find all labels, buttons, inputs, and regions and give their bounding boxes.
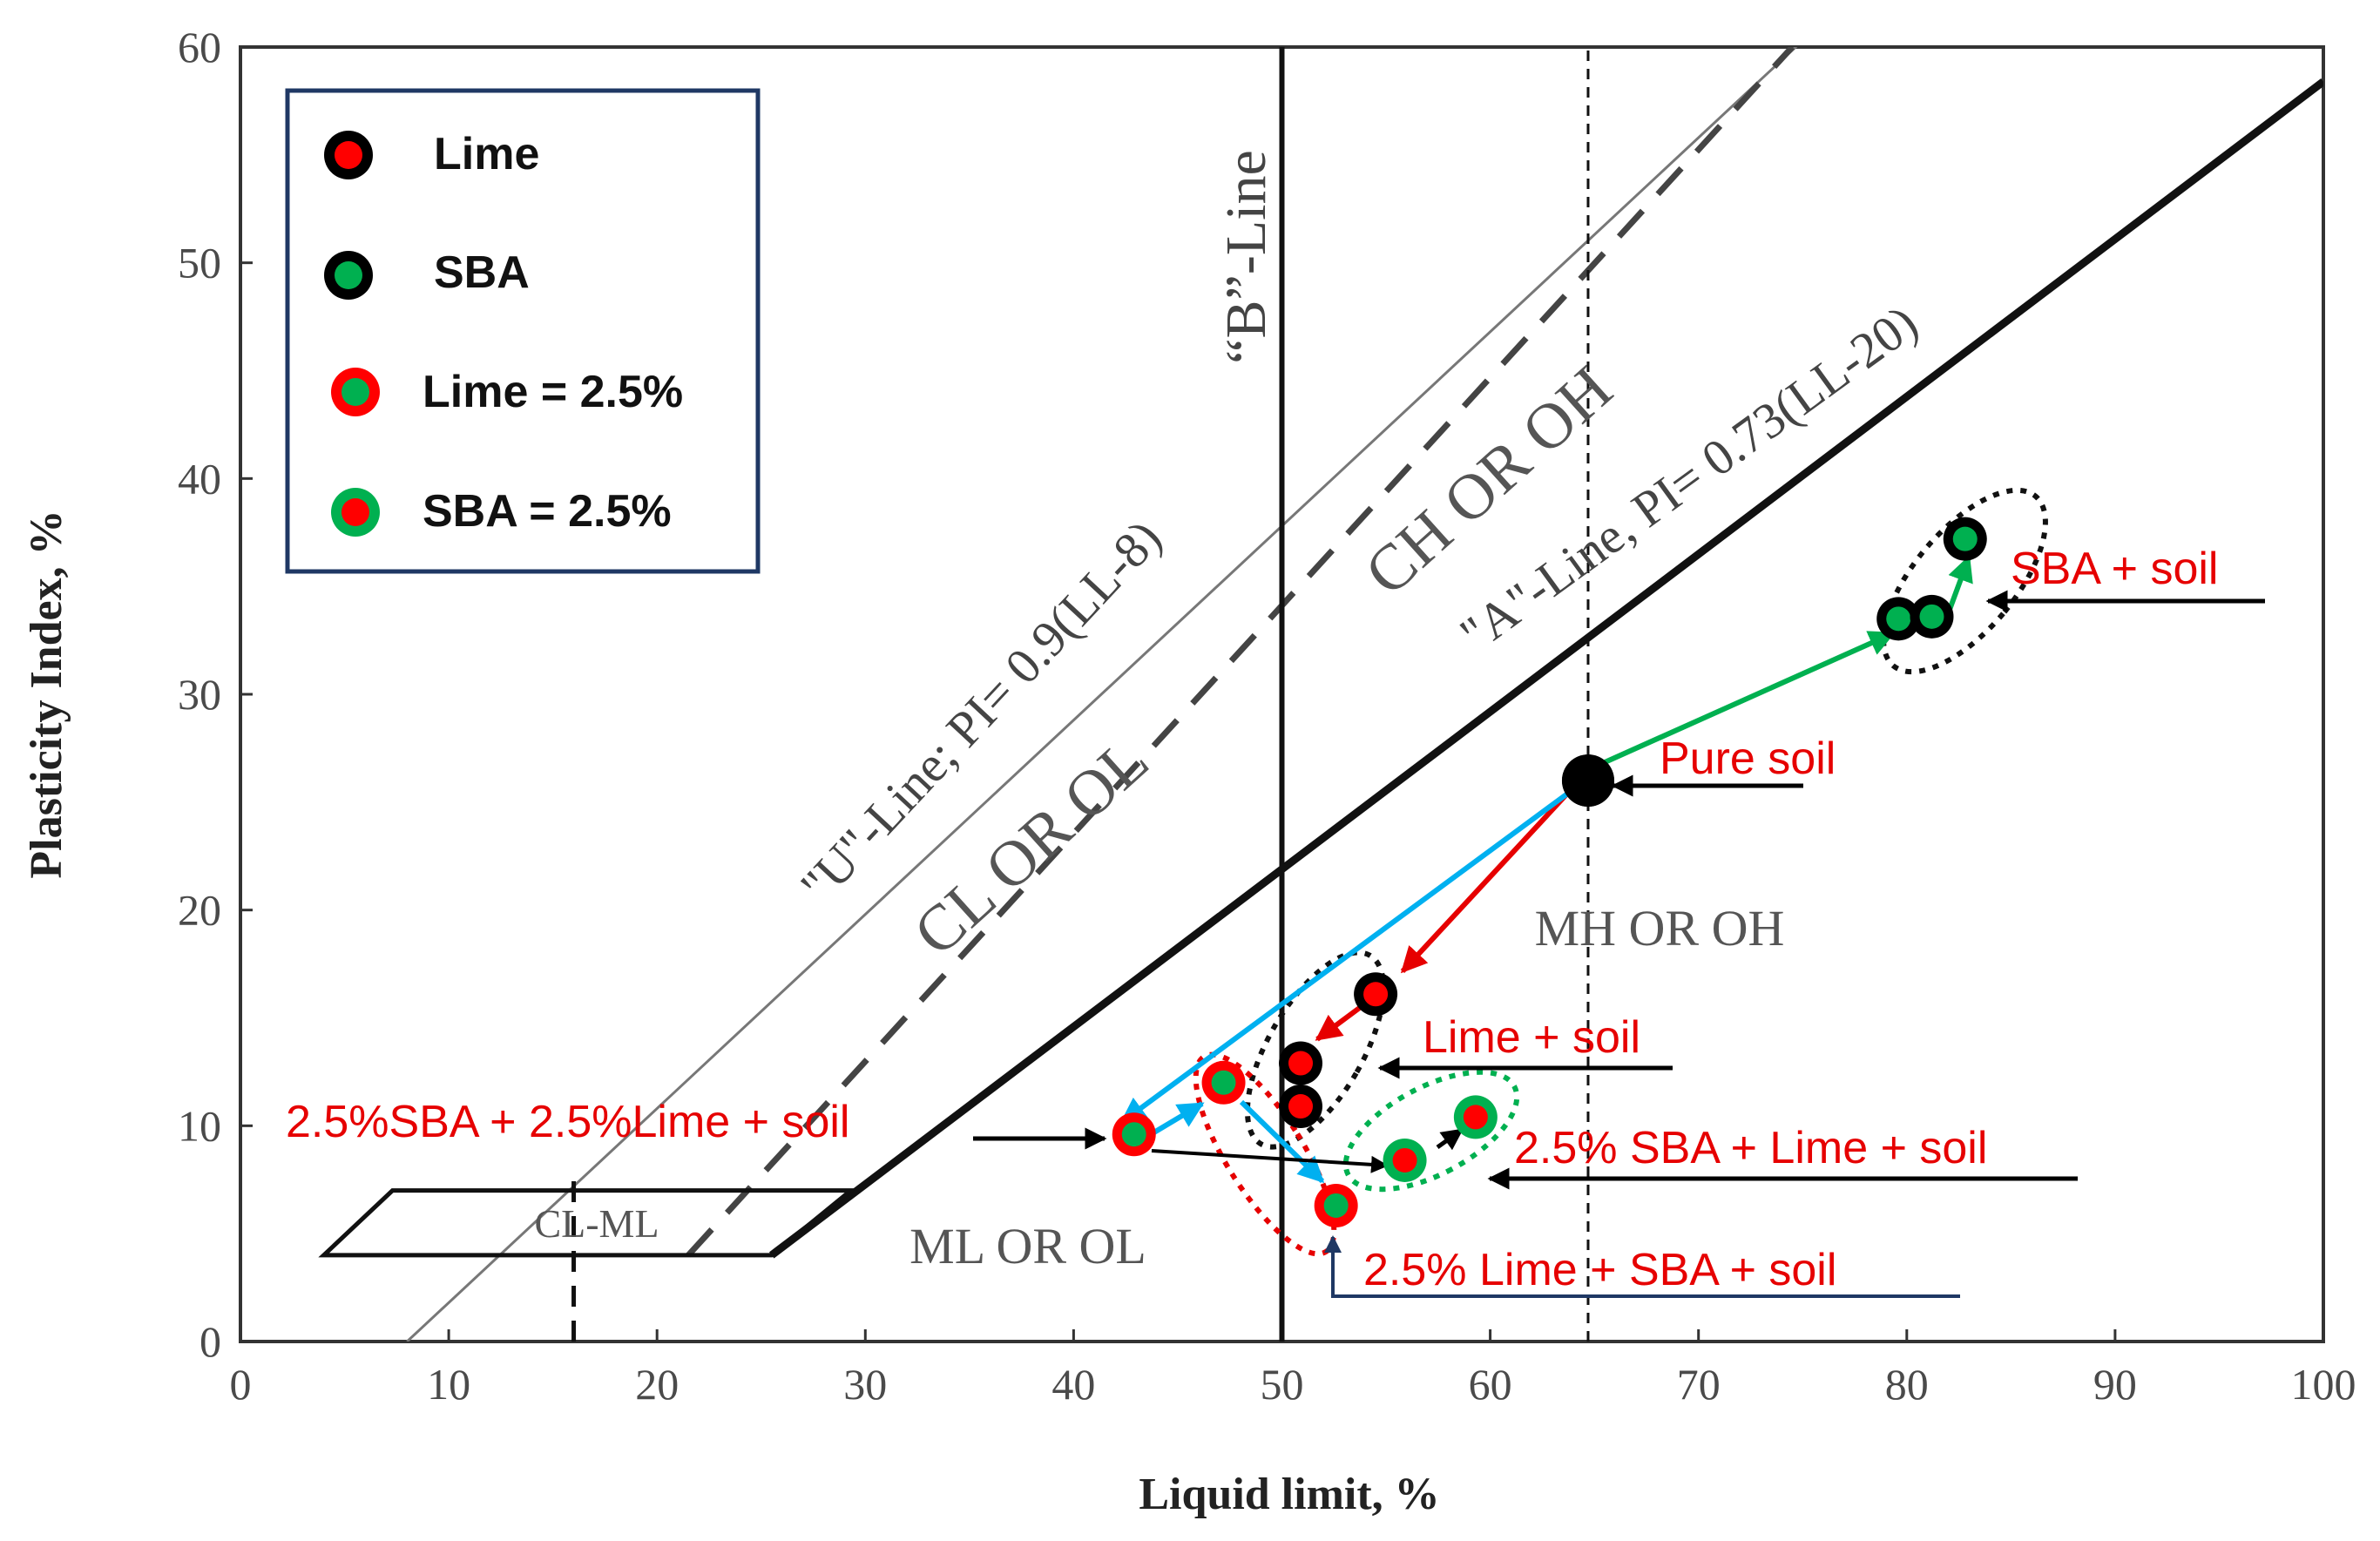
sba-point [1943,517,1987,561]
region-cl-ml: CL-ML [534,1201,659,1246]
x-tick-label: 0 [230,1360,252,1409]
arrow-sba25-up [1436,1127,1464,1151]
sba-point-core [1919,604,1944,629]
sba25-point-core [1392,1147,1417,1173]
annotation-sba-lime-soil: 2.5% SBA + Lime + soil [1514,1123,1987,1173]
region-ml-ol: ML OR OL [909,1218,1146,1274]
u-dashed-line [686,47,1795,1258]
x-tick-label: 20 [635,1360,679,1409]
sba-point [1876,597,1921,641]
lime25-point [1112,1112,1156,1157]
axis-ticks: 0 10 20 30 40 50 60 70 80 90 100 0 10 20 30 40 50 60 [178,23,2356,1409]
annotation-blend-soil: 2.5%SBA + 2.5%Lime + soil [286,1097,850,1147]
y-tick-label: 20 [178,886,221,935]
legend-marker-lime-core [335,141,362,169]
x-tick-label: 40 [1051,1360,1095,1409]
legend-item-sba25: SBA = 2.5% [331,486,672,537]
y-axis-title: Plasticity Index, % [22,510,71,878]
y-tick-label: 50 [178,239,221,287]
annotation-sba-soil: SBA + soil [2011,544,2218,594]
arrow-pure-to-sba [1601,631,1896,766]
arrow-lime25-down [1239,1099,1325,1184]
legend-item-lime25: Lime = 2.5% [331,367,683,417]
x-axis-title: Liquid limit, % [1139,1470,1439,1519]
x-tick-label: 90 [2093,1360,2137,1409]
legend-item-lime: Lime [324,129,539,179]
y-tick-label: 0 [199,1317,221,1366]
u-line [406,47,1798,1342]
lime-group-ellipse [1244,950,1387,1150]
arrow-blend-to-lime25 [1146,1101,1205,1139]
annotation-lime-sba-soil: 2.5% Lime + SBA + soil [1363,1245,1836,1295]
lime-point [1279,1085,1323,1129]
x-tick-label: 60 [1469,1360,1512,1409]
legend-item-sba: SBA [324,247,530,300]
x-tick-label: 70 [1677,1360,1721,1409]
pure-point-core [1561,754,1614,808]
cl-ml-zone [318,1188,857,1258]
trend-arrows [1119,555,1973,1184]
lime-point [1279,1041,1323,1085]
y-tick-label: 40 [178,454,221,503]
y-tick-label: 30 [178,670,221,719]
annotation-arrows [973,590,2265,1298]
sba-point-core [1886,606,1911,632]
arrow-pure-to-blend [1119,792,1568,1125]
legend-label-lime25: Lime = 2.5% [423,367,683,417]
lime25-point-core [1323,1193,1349,1218]
lime25-point [1201,1060,1246,1105]
x-tick-label: 10 [427,1360,470,1409]
lime25-point-core [1211,1070,1236,1095]
lime25-point [1314,1183,1358,1227]
sba25-group-ellipse [1342,1069,1520,1193]
legend: Lime SBA Lime = 2.5% SBA = 2.5% [285,88,761,574]
pure-point [1561,754,1614,808]
sba-point-core [1952,526,1978,551]
b-line-label: “B”-Line [1214,150,1278,364]
lime-point [1354,972,1398,1017]
lime-point-core [1288,1051,1314,1076]
sba25-point [1453,1095,1498,1139]
x-tick-label: 80 [1885,1360,1929,1409]
x-tick-label: 100 [2291,1360,2356,1409]
region-mh-oh: MH OR OH [1535,900,1785,956]
data-points [1112,517,1987,1227]
legend-marker-sba-core [335,261,362,289]
y-tick-label: 10 [178,1101,221,1150]
lime25-point-core [1121,1122,1146,1147]
sba25-point [1383,1138,1427,1182]
pointer-lime-sba-soil [1324,1235,1960,1298]
arrow-pure-to-lime [1400,790,1571,974]
sba-point [1910,594,1954,639]
legend-marker-lime25-core [341,378,369,406]
legend-label-sba: SBA [434,247,530,298]
legend-marker-sba25-core [341,498,369,526]
lime-point-core [1288,1094,1314,1119]
legend-label-lime: Lime [434,129,539,179]
x-tick-label: 30 [843,1360,887,1409]
lime-point-core [1363,982,1389,1007]
legend-label-sba25: SBA = 2.5% [423,486,672,537]
pointer-blend-to-sba25 [1151,1149,1389,1173]
x-tick-label: 50 [1261,1360,1304,1409]
a-line [768,78,2323,1259]
annotation-pure-soil: Pure soil [1660,733,1836,784]
sba25-point-core [1463,1105,1488,1130]
y-tick-label: 60 [178,23,221,71]
annotation-lime-soil: Lime + soil [1423,1012,1640,1063]
